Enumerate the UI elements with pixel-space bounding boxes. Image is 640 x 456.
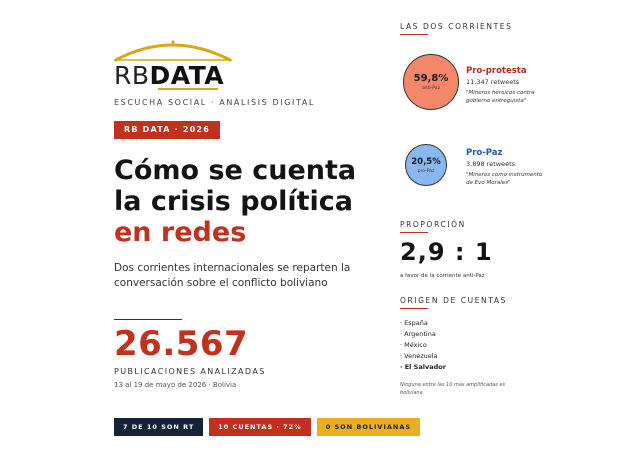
rbdata-logo: RBDATA [112,36,252,92]
pro-protesta-quote: "Mineros heroicos contra gobierno entreg… [466,90,535,104]
country-item: · El Salvador [400,363,446,371]
date-range: 13 al 19 de mayo de 2026 · Bolivia [114,381,237,389]
total-label: PUBLICACIONES ANALIZADAS [114,367,266,376]
logo-rb: RB [114,61,150,90]
total-publications: 26.567 [114,324,249,364]
logo-arc-icon [114,40,232,62]
section-rule-origen [400,308,428,309]
pro-protesta-pct: 59,8% [413,72,449,84]
country-item: · Venezuela [400,352,438,360]
headline-line-3: en redes [114,217,247,248]
country-item: · Argentina [400,330,436,338]
pro-protesta-name: Pro-protesta [466,66,527,76]
country-item: · España [400,319,428,327]
pro-paz-pct: 20,5% [411,156,441,167]
pro-paz-retweets: 3.898 retweets [466,160,516,168]
subtitle: Dos corrientes internacionales se repart… [114,262,351,289]
section-rule-corrientes [400,34,428,35]
country-list: · España · Argentina · México · Venezuel… [400,318,446,373]
origin-note: Ninguna entre las 10 más amplificadas es… [400,382,506,396]
stats-divider [114,319,182,320]
headline-line-2: la crisis política [114,186,354,217]
section-title-corrientes: LAS DOS CORRIENTES [400,22,513,31]
pro-protesta-circle-label: anti-Paz [422,85,440,91]
key-facts-chips: 7 DE 10 SON RT 10 CUENTAS · 72% 0 SON BO… [114,418,421,436]
headline: Cómo se cuenta la crisis política en red… [114,155,356,248]
section-title-origen: ORIGEN DE CUENTAS [400,296,507,305]
pro-paz-quote: "Mineros como instrumento de Evo Morales… [466,172,543,186]
edition-badge: RB DATA · 2026 [114,121,220,139]
country-item: · México [400,341,427,349]
chip-bolivian-accounts: 0 SON BOLIVIANAS [316,418,421,436]
chip-retweets: 7 DE 10 SON RT [114,418,204,436]
pro-paz-name: Pro-Paz [466,148,503,158]
pro-protesta-circle: 59,8% anti-Paz [403,54,459,110]
chip-top-accounts: 10 CUENTAS · 72% [209,418,311,436]
section-rule-proporcion [400,232,428,233]
ratio-value: 2,9 : 1 [400,238,493,266]
ratio-note: a favor de la corriente anti-Paz [400,273,485,279]
tagline: ESCUCHA SOCIAL · ANÁLISIS DIGITAL [114,98,315,107]
pro-paz-circle: 20,5% pro-Paz [405,144,447,186]
headline-line-1: Cómo se cuenta [114,155,357,186]
section-title-proporcion: PROPORCIÓN [400,220,466,229]
pro-protesta-retweets: 11.347 retweets [466,78,520,86]
pro-paz-circle-label: pro-Paz [417,168,435,174]
logo-wordmark: RBDATA [114,62,224,90]
logo-data: DATA [149,61,225,90]
logo-underline [158,88,218,90]
